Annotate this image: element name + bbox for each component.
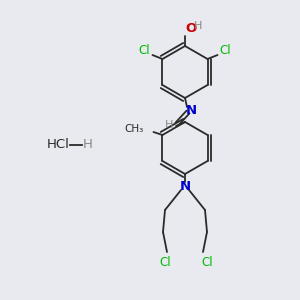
Text: N: N [179,179,191,193]
Text: HCl: HCl [46,139,69,152]
Text: Cl: Cl [220,44,231,58]
Text: Cl: Cl [201,256,213,269]
Text: H: H [165,120,173,130]
Text: CH₃: CH₃ [124,124,143,134]
Text: H: H [194,21,202,31]
Text: N: N [185,104,197,118]
Text: Cl: Cl [139,44,150,58]
Text: H: H [83,139,93,152]
Text: Cl: Cl [159,256,171,269]
Text: O: O [185,22,197,34]
